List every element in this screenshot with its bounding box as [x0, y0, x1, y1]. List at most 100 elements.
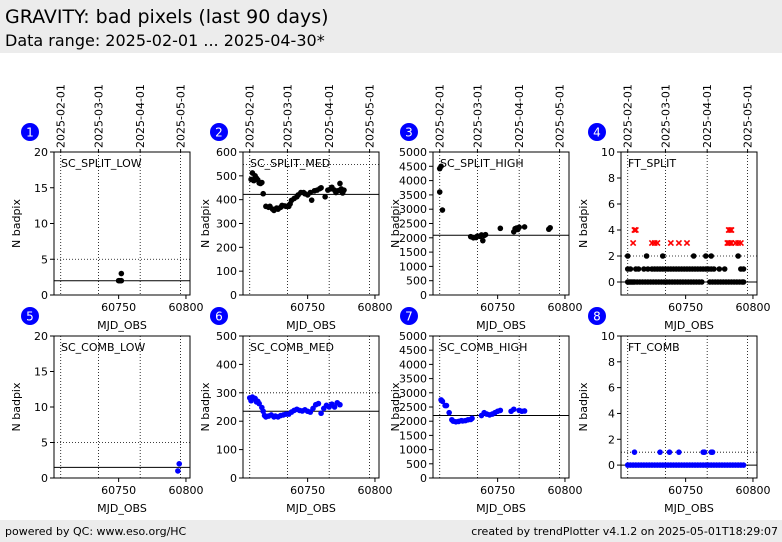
plot-frame: [620, 151, 758, 296]
x-tick-label: 60750: [668, 301, 703, 314]
data-point: [721, 266, 728, 272]
panel-badge: [21, 307, 39, 325]
data-point: [510, 406, 517, 413]
data-point: [118, 270, 125, 277]
y-tick-label: 15: [34, 182, 48, 195]
data-point: [654, 239, 661, 247]
y-tick-label: 2500: [399, 218, 427, 231]
page-subtitle: Data range: 2025-02-01 ... 2025-04-30*: [5, 31, 325, 50]
panel-badge-number: 8: [593, 310, 601, 324]
data-point: [341, 187, 347, 193]
date-tick-label: 2025-02-01: [55, 84, 68, 148]
panel-label: SC_COMB_MED: [250, 341, 334, 354]
data-point: [726, 239, 734, 247]
data-point: [683, 239, 691, 247]
y-tick-label: 10: [601, 146, 615, 159]
y-tick-label: 15: [34, 366, 48, 379]
y-tick-label: 2: [608, 250, 615, 263]
data-point: [645, 266, 651, 272]
date-tick-label: 2025-02-01: [622, 84, 635, 148]
y-tick-label: 8: [608, 172, 615, 185]
data-point: [521, 408, 528, 414]
data-point: [118, 277, 125, 284]
panel-label: SC_COMB_HIGH: [440, 341, 527, 354]
date-tick-label: 2025-03-01: [471, 84, 484, 148]
data-point: [259, 179, 265, 186]
x-tick-label: 60800: [357, 301, 392, 314]
y-tick-label: 3000: [399, 203, 427, 216]
y-tick-label: 6: [608, 198, 615, 211]
y-tick-label: 4000: [399, 175, 427, 188]
panel-label: SC_SPLIT_HIGH: [440, 157, 524, 170]
y-tick-label: 5: [41, 253, 48, 266]
y-axis-label: N badpix: [199, 199, 212, 248]
y-tick-label: 1500: [399, 429, 427, 442]
date-tick-label: 2025-05-01: [554, 84, 567, 148]
y-tick-label: 4500: [399, 160, 427, 173]
plot-frame: [432, 335, 570, 479]
page-title: GRAVITY: bad pixels (last 90 days): [5, 6, 329, 28]
x-tick-label: 60750: [290, 301, 325, 314]
x-axis-label: MJD_OBS: [97, 319, 147, 332]
y-tick-label: 10: [601, 330, 615, 343]
plot-frame: [620, 335, 758, 479]
data-point: [256, 400, 262, 407]
header-bar: GRAVITY: bad pixels (last 90 days) Data …: [0, 0, 782, 53]
y-tick-label: 3000: [399, 387, 427, 400]
y-axis-label: N badpix: [10, 382, 23, 431]
panel-badge: [588, 123, 606, 141]
panel-badge: [400, 123, 418, 141]
panel-badge: [210, 123, 228, 141]
x-axis-label: MJD_OBS: [476, 502, 526, 515]
y-tick-label: 10: [34, 401, 48, 414]
panel-label: SC_COMB_LOW: [61, 341, 145, 354]
data-point: [740, 462, 747, 468]
data-point: [666, 449, 673, 455]
y-tick-label: 0: [41, 472, 48, 485]
data-point: [480, 237, 486, 244]
y-tick-label: 4: [608, 224, 615, 237]
data-point: [318, 410, 324, 417]
y-tick-label: 100: [216, 444, 237, 457]
y-tick-label: 5: [41, 437, 48, 450]
data-point: [627, 266, 634, 272]
data-point: [711, 266, 717, 272]
data-point: [482, 231, 489, 238]
panel-badge: [21, 123, 39, 141]
y-axis-label: N badpix: [389, 199, 402, 248]
data-point: [318, 184, 324, 191]
panel-badge-number: 1: [26, 126, 34, 140]
data-point: [337, 401, 343, 408]
data-point: [635, 266, 642, 272]
plot-frame: [242, 151, 380, 296]
y-tick-label: 200: [216, 241, 237, 254]
data-point: [703, 253, 709, 259]
data-point: [446, 409, 452, 416]
data-point: [443, 402, 450, 409]
data-point: [521, 224, 528, 230]
data-point: [439, 398, 446, 405]
panel-badge: [588, 307, 606, 325]
y-tick-label: 20: [34, 146, 48, 159]
data-point: [708, 253, 715, 259]
data-point: [632, 226, 639, 234]
x-tick-label: 60750: [101, 301, 136, 314]
date-tick-label: 2025-04-01: [513, 84, 526, 148]
x-tick-label: 60800: [168, 484, 203, 497]
data-point: [709, 449, 716, 455]
y-tick-label: 2: [608, 433, 615, 446]
y-tick-label: 200: [216, 415, 237, 428]
x-tick-label: 60800: [735, 484, 770, 497]
data-point: [735, 253, 741, 259]
panel-label: FT_COMB: [628, 341, 680, 354]
y-tick-label: 500: [406, 275, 427, 288]
data-point: [322, 194, 328, 200]
date-tick-label: 2025-05-01: [175, 84, 188, 148]
footer-credit: powered by QC: www.eso.org/HC: [5, 525, 187, 538]
date-tick-label: 2025-02-01: [434, 84, 447, 148]
y-tick-label: 5000: [399, 146, 427, 159]
y-tick-label: 500: [406, 458, 427, 471]
